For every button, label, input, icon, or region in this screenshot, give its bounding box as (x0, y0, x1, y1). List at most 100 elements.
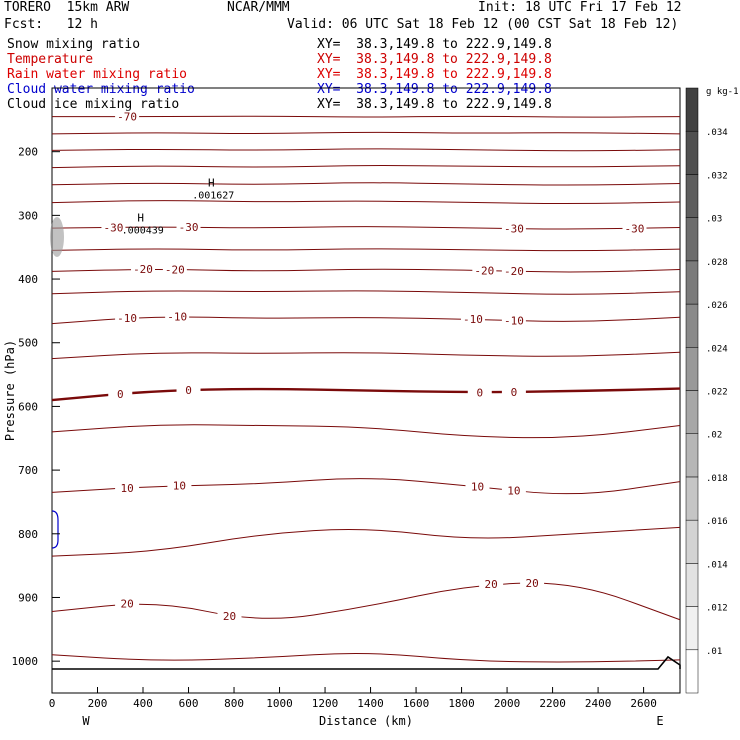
isotherm-label-bg (501, 222, 526, 235)
field-name: Cloud ice mixing ratio (7, 97, 180, 112)
colorbar-swatch (685, 130, 699, 175)
isotherm-label: -30 (179, 221, 199, 234)
isotherm-label: -10 (117, 312, 137, 325)
isotherm-line (51, 290, 681, 295)
y-tick-label: 500 (18, 337, 38, 350)
isotherm-line (51, 526, 681, 557)
isotherm-label: 20 (525, 577, 538, 590)
init-label: Init: 18 UTC Fri 17 Feb 12 (478, 0, 682, 15)
isotherm-label-bg (460, 313, 485, 326)
x-axis-label: Distance (km) (319, 714, 413, 728)
isotherm-label: -20 (474, 264, 494, 277)
colorbar-swatch (685, 174, 699, 218)
colorbar-label: .03 (706, 215, 722, 225)
west-label: W (82, 714, 90, 728)
x-tick-label: 2000 (494, 697, 521, 710)
x-tick-label: 1000 (266, 697, 293, 710)
colorbar-swatch (685, 606, 699, 651)
y-tick-label: 300 (18, 209, 38, 222)
isotherm-line (51, 478, 681, 495)
plot-frame (51, 87, 681, 694)
x-tick-label: 1200 (312, 697, 339, 710)
org-label: NCAR/MMM (227, 0, 290, 15)
isotherm-label: 0 (117, 388, 124, 401)
field-name: Snow mixing ratio (7, 37, 141, 52)
colorbar-swatch (685, 390, 699, 434)
colorbar-label: .012 (706, 604, 728, 614)
east-label: E (656, 714, 663, 728)
x-tick-label: 1600 (403, 697, 430, 710)
isotherm-line (51, 351, 681, 360)
isotherm-label: 10 (507, 484, 520, 497)
isotherm-label: 20 (120, 598, 133, 611)
isotherm-label-bg (520, 576, 545, 589)
isotherm-label-bg (176, 383, 201, 396)
x-tick-label: 800 (224, 697, 244, 710)
colorbar-label: .026 (706, 301, 728, 311)
fcst-label: Fcst: 12 h (4, 17, 98, 32)
field-cross-section-coords: XY= 38.3,149.8 to 222.9,149.8 (317, 82, 552, 97)
colorbar-swatch (685, 563, 699, 607)
isotherm-line (52, 115, 681, 118)
colorbar-label: .02 (706, 431, 722, 441)
isotherm-line (51, 248, 681, 252)
y-tick-label: 600 (18, 400, 38, 413)
isotherm-line (51, 131, 681, 135)
cloud-ice-shading (50, 217, 64, 257)
x-tick-label: 600 (179, 697, 199, 710)
isotherm-label: -10 (167, 310, 187, 323)
isotherm-label-bg (479, 578, 504, 591)
isotherm-label-bg (108, 387, 133, 400)
field-name: Rain water mixing ratio (7, 67, 188, 82)
y-axis-label: Pressure (hPa) (3, 340, 17, 441)
y-tick-label: 1000 (12, 655, 39, 668)
isotherm-label-bg (176, 221, 201, 234)
colorbar-label: .018 (706, 474, 728, 484)
colorbar-swatch (685, 519, 699, 564)
isotherm-label-bg (467, 386, 492, 399)
isotherm-label: -10 (504, 314, 524, 327)
x-tick-label: 200 (88, 697, 108, 710)
isotherm-line (51, 182, 681, 186)
colorbar-swatch (685, 87, 699, 132)
field-cross-section-coords: XY= 38.3,149.8 to 222.9,149.8 (317, 67, 552, 82)
colorbar-label: .01 (706, 647, 722, 657)
isotherm-label-bg (115, 481, 140, 494)
isotherm-label: 0 (511, 386, 518, 399)
isotherm-label-bg (501, 385, 526, 398)
isotherm-label: -30 (103, 221, 123, 234)
field-cross-section-coords: XY= 38.3,149.8 to 222.9,149.8 (317, 97, 552, 112)
y-tick-label: 200 (18, 146, 38, 159)
x-tick-label: 2400 (585, 697, 612, 710)
colorbar-label: .022 (706, 388, 728, 398)
x-tick-label: 400 (133, 697, 153, 710)
isotherm-label-bg (115, 110, 140, 123)
isotherm-label-bg (501, 484, 526, 497)
colorbar-label: .024 (706, 344, 728, 354)
isotherm-label: 10 (173, 480, 186, 493)
x-tick-label: 2200 (539, 697, 566, 710)
isotherm-label: 20 (485, 578, 498, 591)
x-tick-label: 2600 (630, 697, 657, 710)
y-tick-label: 700 (18, 464, 38, 477)
isotherm-label-bg (472, 264, 497, 277)
isotherm-label-bg (131, 263, 156, 276)
isotherm-label: -10 (463, 313, 483, 326)
isotherm-label: -20 (133, 263, 153, 276)
colorbar-swatch (685, 217, 699, 262)
isotherm-line (51, 653, 681, 663)
high-marker: H (137, 212, 144, 225)
colorbar-label: .034 (706, 128, 728, 138)
colorbar-swatch (685, 260, 699, 305)
y-tick-label: 900 (18, 591, 38, 604)
isotherm-label-bg (165, 310, 190, 323)
isotherm-label: 0 (476, 386, 483, 399)
isotherm-label: 10 (120, 482, 133, 495)
isotherm-line (51, 387, 681, 402)
colorbar-swatch (685, 433, 699, 478)
isotherm-label-bg (622, 222, 647, 235)
isotherm-label-bg (217, 610, 242, 623)
y-tick-label: 400 (18, 273, 38, 286)
isotherm-line (51, 316, 681, 325)
isotherm-line (51, 226, 681, 230)
